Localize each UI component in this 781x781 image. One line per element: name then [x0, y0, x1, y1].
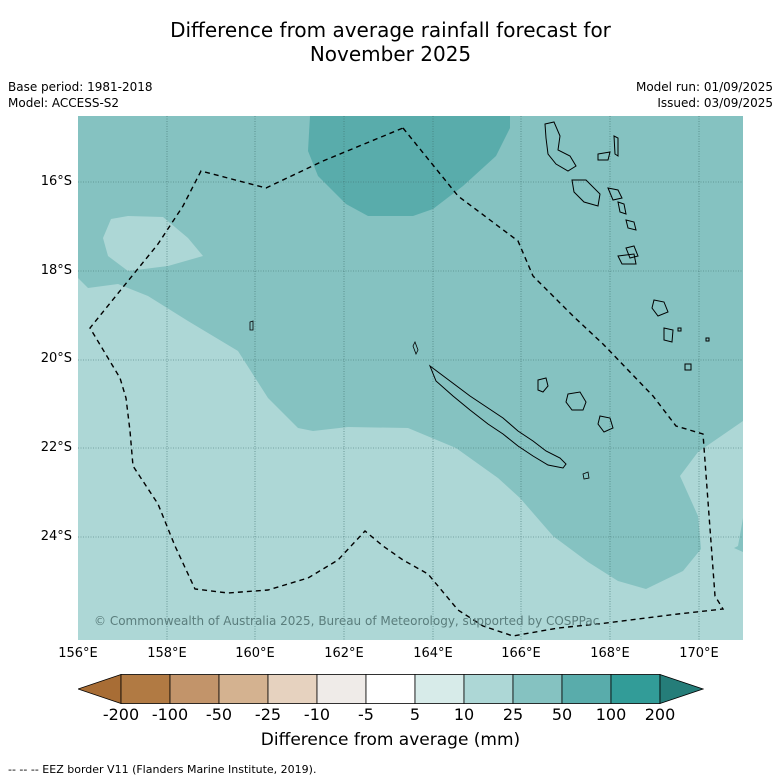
colorbar-extend-high: [659, 673, 705, 705]
new-caledonia-island: [428, 364, 567, 469]
belep-islands: [412, 341, 419, 355]
pentecost-island: [613, 135, 619, 157]
lat-label-16s: 16°S: [40, 174, 72, 189]
colorbar-segment: [365, 674, 416, 704]
lon-label-170e: 170°E: [679, 646, 719, 661]
futuna-island: [705, 337, 710, 342]
colorbar-segment: [610, 674, 661, 704]
walpole-island: [582, 471, 590, 480]
eez-border: [89, 127, 725, 637]
colorbar-segment: [267, 674, 318, 704]
lat-label-24s: 24°S: [40, 529, 72, 544]
colorbar: [76, 673, 705, 705]
eez-note: -- -- -- EEZ border V11 (Flanders Marine…: [8, 763, 317, 776]
lon-label-162e: 162°E: [324, 646, 364, 661]
issued-date: Issued: 03/09/2025: [657, 96, 773, 110]
lat-label-20s: 20°S: [40, 351, 72, 366]
colorbar-segment: [316, 674, 367, 704]
colorbar-segment: [463, 674, 514, 704]
title-line-1: Difference from average rainfall forecas…: [170, 18, 611, 42]
colorbar-tick-label: 50: [551, 705, 573, 724]
colorbar-segment: [120, 674, 171, 704]
lat-label-22s: 22°S: [40, 440, 72, 455]
colorbar-tick-label: 10: [453, 705, 475, 724]
epi-island: [617, 201, 627, 215]
erromango-island: [651, 299, 669, 317]
lon-label-164e: 164°E: [413, 646, 453, 661]
lifou-island: [565, 391, 587, 411]
lon-label-158e: 158°E: [147, 646, 187, 661]
lon-label-168e: 168°E: [590, 646, 630, 661]
region-50-100: [308, 116, 510, 216]
region-10-25-south: [78, 278, 743, 640]
colorbar-segment: [561, 674, 612, 704]
title-line-2: November 2025: [309, 42, 472, 66]
colorbar-tick-label: -200: [102, 705, 140, 724]
map-title: Difference from average rainfall forecas…: [0, 18, 781, 66]
colorbar-tick-label: 5: [409, 705, 421, 724]
shepherd-islands: [625, 219, 637, 231]
lon-label-156e: 156°E: [58, 646, 98, 661]
lon-label-160e: 160°E: [235, 646, 275, 661]
colorbar-segment: [512, 674, 563, 704]
aniwa-island: [677, 327, 682, 332]
colorbar-tick-label: -50: [205, 705, 233, 724]
colorbar-tick-label: -100: [151, 705, 189, 724]
meta-left: Base period: 1981-2018 Model: ACCESS-S2: [8, 79, 153, 111]
lat-label-18s: 18°S: [40, 263, 72, 278]
rainfall-map: [78, 116, 743, 640]
ouvea-island: [537, 377, 549, 393]
region-25-50-east: [734, 518, 743, 552]
malakula-island: [571, 179, 601, 207]
colorbar-segment: [414, 674, 465, 704]
colorbar-segment: [169, 674, 220, 704]
meta-right: Model run: 01/09/2025 Issued: 03/09/2025: [636, 79, 773, 111]
model-run: Model run: 01/09/2025: [635, 80, 773, 94]
chesterfield-islet: [249, 320, 254, 331]
aneityum-island: [684, 363, 692, 371]
colorbar-tick-label: -10: [303, 705, 331, 724]
colorbar-svg: [76, 673, 705, 705]
ambrym-island: [607, 187, 623, 201]
colorbar-tick-label: 100: [595, 705, 627, 724]
colorbar-segment: [218, 674, 269, 704]
copyright-notice: © Commonwealth of Australia 2025, Bureau…: [94, 614, 600, 628]
colorbar-extend-low: [76, 673, 122, 705]
mare-island: [597, 415, 614, 433]
colorbar-tick-label: -5: [358, 705, 374, 724]
graticule: [78, 116, 743, 640]
tanna-island: [663, 327, 674, 343]
colorbar-tick-label: 200: [644, 705, 676, 724]
colorbar-tick-label: 25: [502, 705, 524, 724]
espiritu-santo-island: [544, 121, 577, 172]
colorbar-title: Difference from average (mm): [260, 730, 521, 750]
maewo-island: [597, 151, 611, 161]
region-10-25-west: [103, 216, 203, 271]
base-period: Base period: 1981-2018: [8, 80, 153, 94]
map-svg: [78, 116, 743, 640]
lon-label-166e: 166°E: [501, 646, 541, 661]
model-name: Model: ACCESS-S2: [8, 96, 120, 110]
efate-island-south: [617, 253, 637, 265]
colorbar-tick-label: -25: [254, 705, 282, 724]
